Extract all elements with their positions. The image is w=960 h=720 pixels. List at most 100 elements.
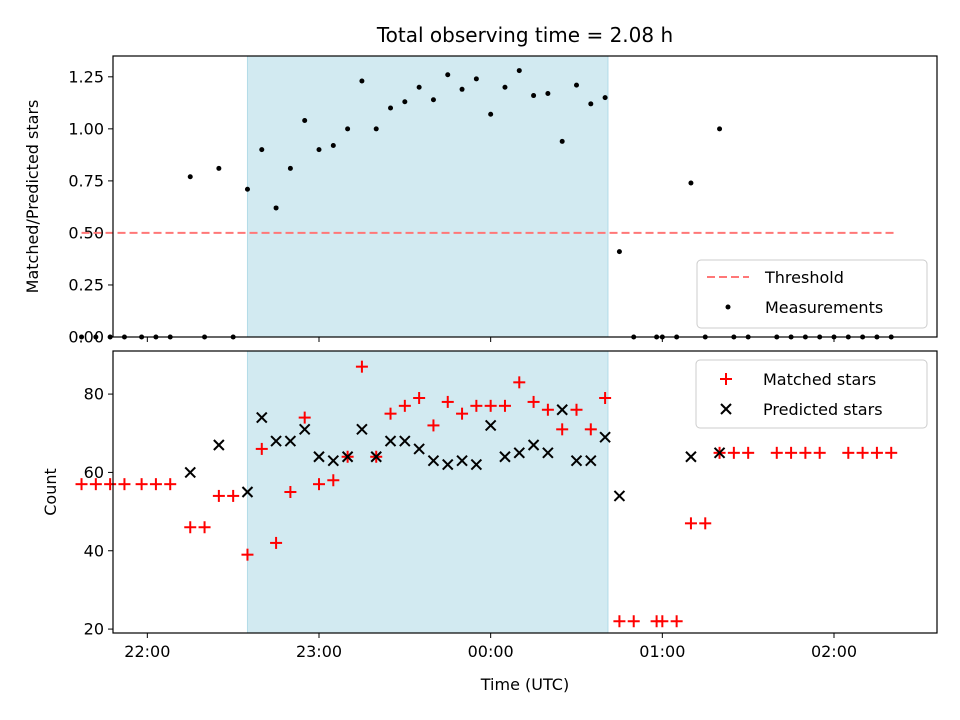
matched-star-point: [89, 478, 102, 491]
top-y-tick-label: 0.00: [68, 328, 104, 347]
predicted-star-point: [327, 454, 340, 467]
matched-star-point: [484, 399, 497, 412]
predicted-star-point: [527, 439, 540, 451]
predicted-star-point: [513, 447, 525, 459]
top-y-tick-label: 1.00: [68, 119, 104, 138]
predicted-star-point: [270, 435, 282, 447]
bottom-y-axis-label: Count: [41, 468, 60, 516]
matched-star-point: [584, 423, 597, 436]
measurements-legend-icon: [725, 304, 731, 310]
matched-star-point: [541, 403, 554, 416]
predicted-star-point: [356, 423, 368, 436]
matched-star-point: [870, 446, 883, 459]
predicted-star-point: [713, 447, 726, 459]
measurement-point: [79, 334, 85, 340]
matched-star-point: [456, 407, 469, 420]
matched-star-point: [164, 478, 177, 491]
measurement-point: [602, 95, 608, 101]
x-axis-label: Time (UTC): [480, 675, 569, 694]
measurement-point: [373, 126, 379, 132]
predicted-star-point: [442, 458, 454, 471]
predicted-star-point: [499, 451, 511, 463]
matched-star-point: [413, 392, 426, 404]
matched-stars-legend-icon: [720, 373, 732, 385]
measurement-point: [416, 84, 422, 90]
top-y-ticks: 0.000.250.500.751.001.25: [68, 67, 113, 347]
matched-star-point: [198, 521, 211, 534]
top-y-tick-label: 1.25: [68, 67, 104, 86]
measurement-point: [502, 84, 508, 90]
predicted-star-point: [556, 404, 568, 416]
measurement-point: [430, 97, 436, 103]
predicted-star-point: [370, 451, 382, 463]
matched-star-point: [184, 521, 197, 534]
matched-star-point: [355, 360, 368, 373]
measurement-point: [316, 147, 322, 153]
matched-star-point: [799, 446, 812, 459]
measurement-point: [531, 93, 537, 99]
bottom-legend-box: [695, 359, 928, 429]
bottom-x-tick-label: 23:00: [296, 642, 342, 661]
matched-star-point: [670, 615, 683, 628]
matched-star-point: [104, 478, 117, 491]
bottom-legend: Matched stars Predicted stars: [695, 359, 928, 429]
measurement-point: [273, 205, 279, 211]
matched-star-point: [149, 478, 162, 491]
predicted-star-point: [413, 443, 425, 455]
measurement-point: [93, 334, 99, 340]
predicted-star-point: [427, 454, 440, 467]
top-y-axis-label: Matched/Predicted stars: [23, 100, 42, 294]
matched-star-point: [727, 446, 740, 459]
predicted-star-point: [542, 447, 554, 459]
matched-star-point: [556, 423, 569, 436]
bottom-y-tick-label: 80: [84, 385, 104, 404]
predicted-star-point: [313, 451, 325, 463]
matched-star-point: [313, 478, 325, 491]
matched-star-point: [284, 486, 297, 498]
predicted-star-point: [599, 431, 611, 443]
top-shaded-interval: [246, 55, 609, 338]
predicted-star-point: [570, 454, 583, 467]
bottom-x-tick-label: 22:00: [124, 642, 170, 661]
predicted-star-point: [184, 466, 196, 479]
predicted-star-point: [241, 486, 254, 498]
top-y-tick-label: 0.75: [68, 171, 104, 190]
matched-star-point: [699, 517, 712, 530]
predicted-stars-legend-icon: [720, 403, 732, 415]
bottom-x-tick-label: 01:00: [639, 642, 685, 661]
predicted-star-point: [213, 439, 225, 451]
threshold-legend-label: Threshold: [764, 268, 844, 287]
measurement-point: [107, 334, 113, 340]
measurement-point: [187, 174, 193, 180]
measurement-point: [330, 143, 336, 149]
measurement-point: [574, 82, 579, 88]
predicted-star-point: [685, 451, 697, 463]
measurement-point: [244, 186, 250, 192]
measurement-point: [516, 68, 522, 74]
measurement-point: [388, 105, 394, 111]
predicted-star-point: [298, 423, 311, 436]
matched-star-point: [785, 446, 798, 459]
predicted-star-point: [484, 419, 497, 432]
measurement-point: [488, 111, 494, 117]
measurement-point: [688, 180, 694, 186]
predicted-star-point: [399, 435, 411, 447]
bottom-y-tick-label: 60: [84, 463, 104, 482]
top-legend-box: [696, 259, 928, 329]
top-chart-title: Total observing time = 2.08 h: [376, 23, 673, 47]
matched-star-point: [842, 446, 855, 459]
measurement-point: [717, 126, 723, 132]
matched-star-point: [856, 446, 869, 459]
measurement-point: [345, 126, 351, 132]
matched-star-point: [656, 615, 669, 628]
predicted-star-point: [384, 435, 397, 447]
matched-star-point: [241, 548, 254, 561]
bottom-x-tick-label: 02:00: [811, 642, 857, 661]
predicted-star-point: [585, 454, 597, 467]
bottom-x-tick-label: 00:00: [468, 642, 514, 661]
matched-star-point: [599, 392, 612, 404]
matched-star-point: [270, 536, 283, 549]
measurement-point: [259, 147, 265, 153]
predicted-star-point: [470, 458, 483, 471]
